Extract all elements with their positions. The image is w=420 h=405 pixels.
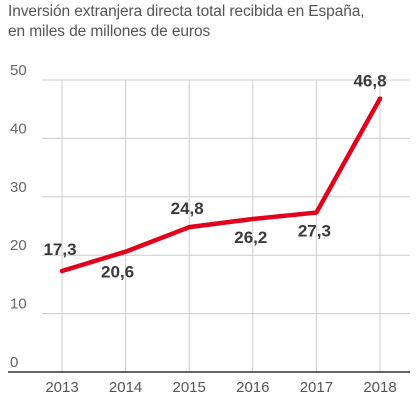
data-label-2013: 17,3 [43, 240, 76, 259]
y-tick-label-20: 20 [10, 237, 27, 254]
x-tick-label-2013: 2013 [45, 379, 78, 396]
data-point-2015 [187, 225, 192, 230]
y-tick-label-0: 0 [10, 354, 18, 371]
axes: 0 10 20 30 40 50 2013 2014 2015 2016 2017 2018 [8, 62, 410, 396]
y-tick-label-40: 40 [10, 120, 27, 137]
chart-subtitle: en miles de millones de euros [8, 23, 211, 40]
x-tick-label-2017: 2017 [300, 379, 333, 396]
data-point-2014 [123, 249, 128, 254]
data-point-2018 [378, 96, 382, 101]
chart-title-block: Inversión extranjera directa total recib… [8, 2, 418, 42]
chart-title: Inversión extranjera directa total recib… [8, 3, 365, 20]
x-tick-label-2016: 2016 [236, 379, 269, 396]
y-tick-label-50: 50 [10, 62, 27, 79]
y-tick-label-10: 10 [10, 296, 27, 313]
x-tick-label-2015: 2015 [173, 379, 206, 396]
data-label-2017: 27,3 [298, 222, 331, 241]
x-tick-label-2018: 2018 [363, 379, 396, 396]
x-tick-label-2014: 2014 [109, 379, 142, 396]
data-point-2017 [314, 210, 319, 215]
data-point-2013 [60, 268, 64, 273]
data-label-2015: 24,8 [171, 199, 204, 218]
data-point-2016 [250, 216, 255, 221]
data-label-2018: 46,8 [353, 72, 386, 91]
grid [42, 79, 410, 372]
data-label-2016: 26,2 [234, 228, 267, 247]
series-line-0 [59, 96, 383, 274]
data-labels: 17,3 20,6 24,8 26,2 27,3 46,8 [43, 72, 386, 282]
y-tick-label-30: 30 [10, 179, 27, 196]
data-label-2014: 20,6 [101, 263, 134, 282]
series [59, 96, 383, 274]
